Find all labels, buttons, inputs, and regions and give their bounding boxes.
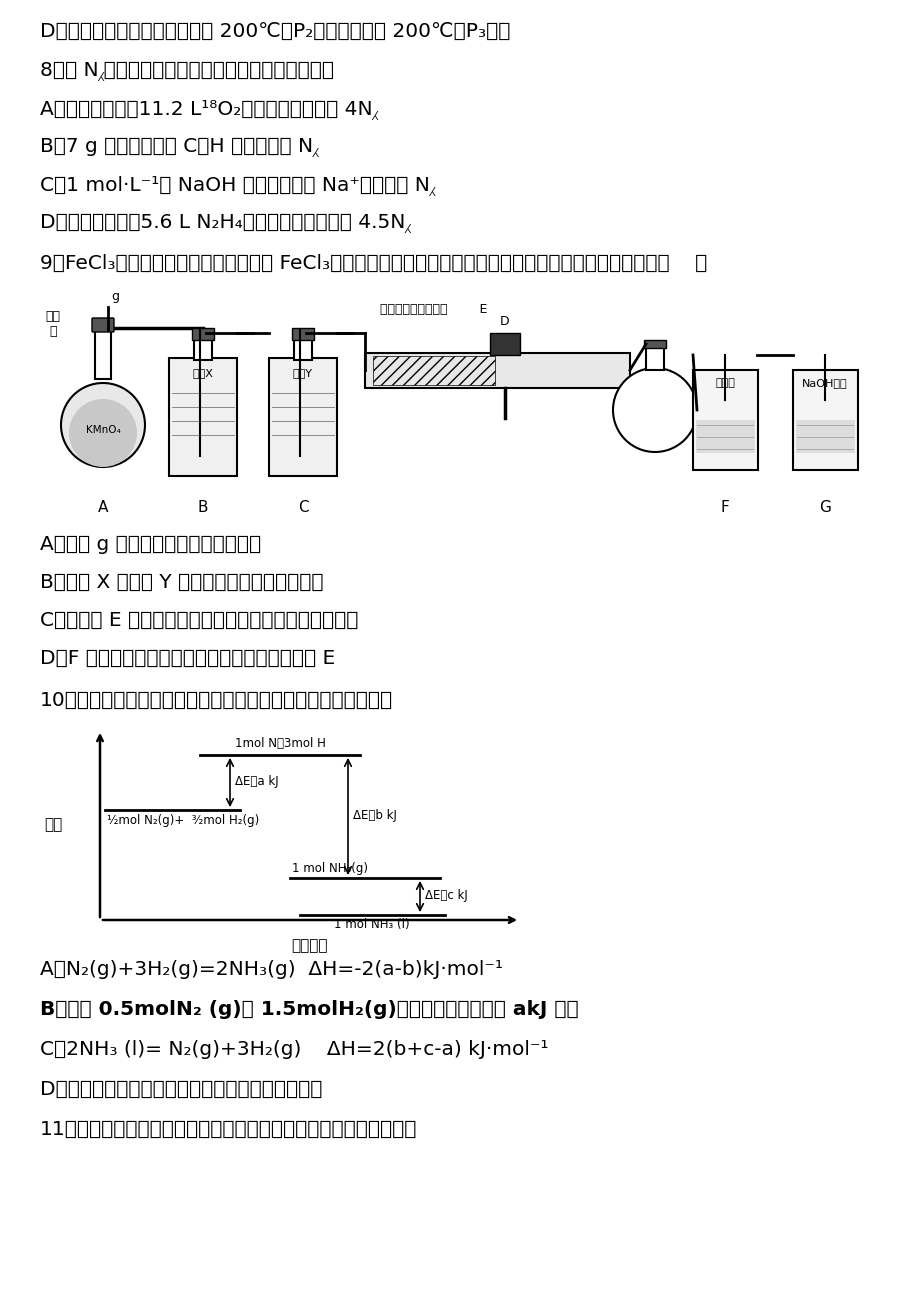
Text: D: D	[500, 315, 509, 328]
Text: g: g	[111, 290, 119, 303]
Text: A．标准状况下，11.2 L¹⁸O₂中含有的中子数为 4N⁁: A．标准状况下，11.2 L¹⁸O₂中含有的中子数为 4N⁁	[40, 100, 377, 120]
Text: G: G	[818, 500, 830, 514]
Text: 浓盐: 浓盐	[45, 310, 61, 323]
Text: C．1 mol·L⁻¹的 NaOH 溶液中含有的 Na⁺的数目为 N⁁: C．1 mol·L⁻¹的 NaOH 溶液中含有的 Na⁺的数目为 N⁁	[40, 176, 435, 197]
Bar	[194, 339, 211, 359]
Text: 1mol N＋3mol H: 1mol N＋3mol H	[234, 737, 325, 750]
Text: ½mol N₂(g)+  ³⁄₂mol H₂(g): ½mol N₂(g)+ ³⁄₂mol H₂(g)	[107, 814, 259, 827]
Text: ΔE＝c kJ: ΔE＝c kJ	[425, 889, 467, 902]
Text: ΔE＝b kJ: ΔE＝b kJ	[353, 810, 396, 823]
Bar	[795, 421, 854, 453]
Circle shape	[61, 383, 145, 467]
Bar	[490, 333, 519, 355]
Text: C: C	[298, 500, 308, 514]
Bar	[268, 358, 336, 477]
Circle shape	[69, 398, 137, 467]
Text: 分散有铁粉的石棉绒        E: 分散有铁粉的石棉绒 E	[380, 303, 487, 316]
Text: 9、FeCl₃易潮解、易升华，实验室制备 FeCl₃的装置如图所示（加热和夹持装置略去）。下列说法正确的是（    ）: 9、FeCl₃易潮解、易升华，实验室制备 FeCl₃的装置如图所示（加热和夹持装…	[40, 254, 707, 273]
Text: 10、根据合成氨反应的能量变化示意图，下列有关说法正确的是: 10、根据合成氨反应的能量变化示意图，下列有关说法正确的是	[40, 691, 392, 710]
Bar	[792, 370, 857, 470]
Bar	[95, 327, 111, 379]
Text: 试剂X: 试剂X	[192, 368, 213, 378]
Text: B．7 g 乙烯中含有的 C－H 键的数目为 N⁁: B．7 g 乙烯中含有的 C－H 键的数目为 N⁁	[40, 138, 318, 158]
Text: D．若合成氨反应使用催化剂，反应放出的热量增多: D．若合成氨反应使用催化剂，反应放出的热量增多	[40, 1079, 322, 1099]
Text: 8、设 N⁁为阿伏加德罗常数的值。下列说法正确的是: 8、设 N⁁为阿伏加德罗常数的值。下列说法正确的是	[40, 62, 334, 81]
Text: F: F	[720, 500, 729, 514]
Text: 1 mol NH₃(g): 1 mol NH₃(g)	[291, 862, 368, 875]
Bar	[365, 353, 630, 388]
Bar	[192, 328, 214, 340]
Text: ΔE＝a kJ: ΔE＝a kJ	[234, 776, 278, 789]
FancyBboxPatch shape	[92, 318, 114, 332]
Text: 11、下列我国科技成果所涉及物质的应用中，发生的是化学变化的是: 11、下列我国科技成果所涉及物质的应用中，发生的是化学变化的是	[40, 1120, 417, 1139]
Text: D．F 中浓硫酸的作用是防止空气中的水蒸气进入 E: D．F 中浓硫酸的作用是防止空气中的水蒸气进入 E	[40, 648, 335, 668]
Bar	[696, 421, 754, 453]
Text: A．导管 g 的作用是增强装置的气密性: A．导管 g 的作用是增强装置的气密性	[40, 535, 261, 553]
Circle shape	[612, 368, 697, 452]
Text: B: B	[198, 500, 208, 514]
Bar	[372, 355, 494, 385]
Bar	[169, 358, 237, 477]
Text: C．直接用 E 接收产物比用导管连接的优点是可防止堵塞: C．直接用 E 接收产物比用导管连接的优点是可防止堵塞	[40, 611, 358, 630]
Text: D．工业生产中实际控制的条件 200℃、P₂压强，不采用 200℃、P₃压强: D．工业生产中实际控制的条件 200℃、P₂压强，不采用 200℃、P₃压强	[40, 22, 510, 40]
Text: 能量: 能量	[44, 818, 62, 832]
Bar	[291, 328, 313, 340]
Text: A．N₂(g)+3H₂(g)=2NH₃(g)  ΔH=-2(a-b)kJ·mol⁻¹: A．N₂(g)+3H₂(g)=2NH₃(g) ΔH=-2(a-b)kJ·mol⁻…	[40, 960, 503, 979]
Bar	[294, 339, 312, 359]
Text: A: A	[97, 500, 108, 514]
Text: 浓硫酸: 浓硫酸	[714, 378, 734, 388]
Text: 试剂Y: 试剂Y	[292, 368, 312, 378]
Text: 反应进程: 反应进程	[291, 937, 328, 953]
Text: NaOH溶液: NaOH溶液	[801, 378, 847, 388]
Text: C．2NH₃ (l)= N₂(g)+3H₂(g)    ΔH=2(b+c-a) kJ·mol⁻¹: C．2NH₃ (l)= N₂(g)+3H₂(g) ΔH=2(b+c-a) kJ·…	[40, 1040, 548, 1059]
Bar	[692, 370, 757, 470]
Text: 酸: 酸	[50, 326, 57, 339]
Text: KMnO₄: KMnO₄	[85, 424, 120, 435]
Text: D．标准状况下，5.6 L N₂H₄中含有的电子总数为 4.5N⁁: D．标准状况下，5.6 L N₂H₄中含有的电子总数为 4.5N⁁	[40, 214, 410, 233]
Text: 1 mol NH₃ (l): 1 mol NH₃ (l)	[334, 918, 409, 931]
Text: B．断裂 0.5molN₂ (g)和 1.5molH₂(g)中所有的化学键释放 akJ 热量: B．断裂 0.5molN₂ (g)和 1.5molH₂(g)中所有的化学键释放 …	[40, 1000, 578, 1019]
Bar	[645, 346, 664, 370]
Text: B．试剂 X 和试剂 Y 分别为浓硫酸、饱和食盐水: B．试剂 X 和试剂 Y 分别为浓硫酸、饱和食盐水	[40, 573, 323, 592]
Bar	[643, 340, 665, 348]
